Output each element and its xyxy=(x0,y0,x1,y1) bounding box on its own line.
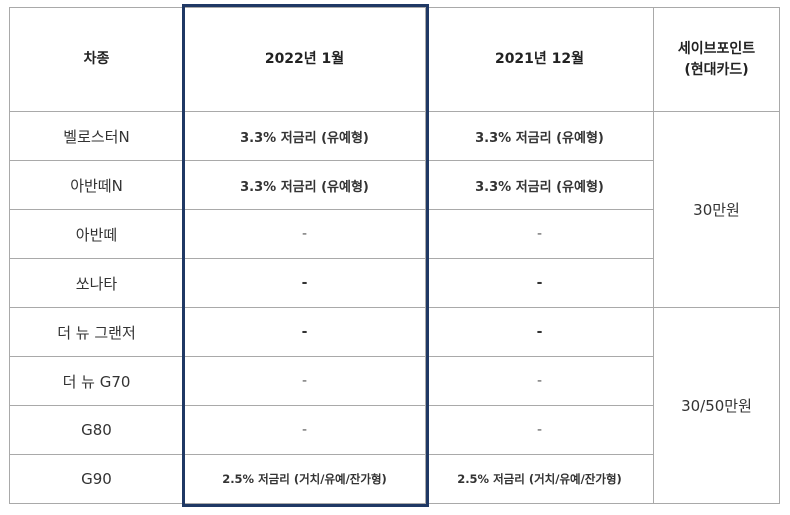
dec-2021-cell: 3.3% 저금리 (유예형) xyxy=(425,111,654,161)
table-row: 아반떼 - - xyxy=(9,209,780,259)
model-cell: 벨로스터N xyxy=(9,111,184,161)
jan-2022-cell: 2.5% 저금리 (거치/유예/잔가형) xyxy=(183,454,426,504)
header-savepoint: 세이브포인트 (현대카드) xyxy=(653,7,780,112)
model-cell: 아반떼 xyxy=(9,209,184,259)
table-row: 벨로스터N 3.3% 저금리 (유예형) 3.3% 저금리 (유예형) 30만원 xyxy=(9,111,780,308)
dec-2021-cell: - xyxy=(425,356,654,406)
dec-2021-cell: - xyxy=(425,307,654,357)
header-savepoint-line2: (현대카드) xyxy=(684,61,749,78)
table-row: G90 2.5% 저금리 (거치/유예/잔가형) 2.5% 저금리 (거치/유예… xyxy=(9,454,780,504)
model-cell: 더 뉴 그랜저 xyxy=(9,307,184,357)
savepoint-cell-group1: 30만원 xyxy=(653,111,780,308)
jan-2022-cell: - xyxy=(183,405,426,455)
model-cell: 아반떼N xyxy=(9,160,184,210)
jan-2022-cell: - xyxy=(183,356,426,406)
model-cell: 쏘나타 xyxy=(9,258,184,308)
jan-2022-cell: - xyxy=(183,307,426,357)
dec-2021-cell: - xyxy=(425,258,654,308)
table-row: 아반떼N 3.3% 저금리 (유예형) 3.3% 저금리 (유예형) xyxy=(9,160,780,210)
dec-2021-cell: 2.5% 저금리 (거치/유예/잔가형) xyxy=(425,454,654,504)
jan-2022-cell: - xyxy=(183,258,426,308)
dec-2021-cell: - xyxy=(425,209,654,259)
promotion-comparison-table: 차종 2022년 1월 2021년 12월 세이브포인트 (현대카드) 벨로스터… xyxy=(9,7,780,504)
jan-2022-cell: 3.3% 저금리 (유예형) xyxy=(183,111,426,161)
jan-2022-cell: - xyxy=(183,209,426,259)
model-cell: G90 xyxy=(9,454,184,504)
savepoint-cell-group2: 30/50만원 xyxy=(653,307,780,504)
header-savepoint-line1: 세이브포인트 xyxy=(677,40,756,57)
table-row: 더 뉴 그랜저 - - 30/50만원 xyxy=(9,307,780,504)
table-row: G80 - - xyxy=(9,405,780,455)
header-row: 차종 2022년 1월 2021년 12월 세이브포인트 (현대카드) xyxy=(9,7,780,112)
dec-2021-cell: 3.3% 저금리 (유예형) xyxy=(425,160,654,210)
model-cell: G80 xyxy=(9,405,184,455)
header-model: 차종 xyxy=(9,7,184,112)
model-cell: 더 뉴 G70 xyxy=(9,356,184,406)
dec-2021-cell: - xyxy=(425,405,654,455)
jan-2022-cell: 3.3% 저금리 (유예형) xyxy=(183,160,426,210)
header-dec-2021: 2021년 12월 xyxy=(425,7,654,112)
header-jan-2022: 2022년 1월 xyxy=(183,7,426,112)
